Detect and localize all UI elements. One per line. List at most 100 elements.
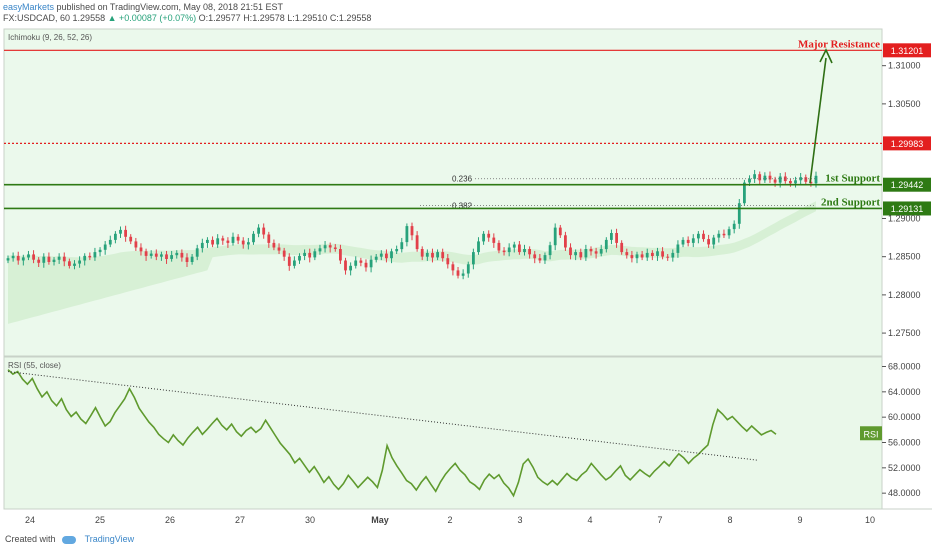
candle-body xyxy=(211,239,214,245)
symbol-ohlc-bar: FX:USDCAD, 60 1.29558 ▲ +0.00087 (+0.07%… xyxy=(3,13,371,24)
y-tick-label: 1.31000 xyxy=(888,61,921,71)
candle-body xyxy=(103,244,107,250)
candle-body xyxy=(656,251,659,256)
candle-body xyxy=(200,242,204,249)
candle-body xyxy=(589,249,593,252)
candle-body xyxy=(395,249,399,252)
candle-body xyxy=(349,265,352,271)
projection-arrow xyxy=(809,57,827,184)
rsi-badge-label: RSI xyxy=(863,429,878,439)
candle-body xyxy=(390,251,393,259)
candle-body xyxy=(497,242,501,251)
fib-label: 0.236 xyxy=(452,175,473,184)
publisher-name[interactable]: easyMarkets xyxy=(3,2,55,12)
candle-body xyxy=(37,259,41,263)
candle-body xyxy=(753,174,756,179)
candle-body xyxy=(216,238,220,245)
candle-body xyxy=(73,263,76,266)
candle-body xyxy=(185,257,189,262)
x-tick-label: 26 xyxy=(165,515,175,525)
candle-body xyxy=(405,226,409,243)
candle-body xyxy=(763,175,767,181)
level-annotation: Major Resistance xyxy=(798,38,880,50)
candle-body xyxy=(124,229,127,237)
candle-body xyxy=(114,233,117,240)
level-price-tag xyxy=(883,43,931,58)
candle-body xyxy=(190,256,194,262)
candle-body xyxy=(451,264,455,271)
candle-body xyxy=(287,256,291,266)
projection-arrowhead xyxy=(819,48,833,64)
rsi-label: RSI (55, close) xyxy=(8,361,61,370)
tradingview-cloud-icon xyxy=(62,535,77,544)
y-tick-label: 1.29000 xyxy=(888,213,921,223)
candle-body xyxy=(717,233,721,238)
candle-body xyxy=(57,256,61,260)
candle-body xyxy=(293,260,296,266)
candle-body xyxy=(108,239,112,245)
tradingview-logo[interactable]: TradingView xyxy=(84,534,135,544)
candle-body xyxy=(374,256,378,260)
candle-body xyxy=(154,253,158,257)
x-tick-label: May xyxy=(371,515,389,525)
candle-body xyxy=(221,238,225,241)
candle-body xyxy=(272,242,276,248)
candle-body xyxy=(119,229,122,234)
x-tick-label: 7 xyxy=(657,515,662,525)
candle-body xyxy=(461,273,465,276)
candle-body xyxy=(804,177,808,182)
rsi-line xyxy=(7,369,777,498)
candle-body xyxy=(477,241,480,253)
x-tick-label: 3 xyxy=(517,515,522,525)
candle-body xyxy=(528,249,531,255)
candle-body xyxy=(344,260,347,271)
candle-body xyxy=(748,178,751,183)
candle-body xyxy=(686,239,690,243)
candle-body xyxy=(27,254,30,258)
candle-body xyxy=(129,236,133,242)
candle-body xyxy=(339,249,342,261)
candle-body xyxy=(691,238,695,243)
close-value: C:1.29558 xyxy=(329,13,372,23)
candle-body xyxy=(206,239,209,243)
candle-body xyxy=(241,240,245,245)
candle-body xyxy=(512,244,516,248)
candle-body xyxy=(579,252,583,258)
candle-body xyxy=(160,254,163,257)
candle-body xyxy=(139,247,143,252)
candle-body xyxy=(16,255,20,261)
candle-body xyxy=(681,239,685,245)
y-tick-label: 1.30500 xyxy=(888,99,921,109)
rsi-pane xyxy=(3,356,883,510)
candle-body xyxy=(635,254,639,259)
candle-body xyxy=(52,259,56,262)
candle-body xyxy=(11,255,15,259)
candle-body xyxy=(697,233,700,239)
change-arrow-icon: ▲ xyxy=(107,13,117,23)
candle-body xyxy=(773,179,777,183)
y-tick-label: 1.28500 xyxy=(888,252,921,262)
symbol-label: FX:USDCAD, 60 xyxy=(3,13,71,23)
candle-body xyxy=(620,242,624,253)
ichimoku-cloud xyxy=(8,201,816,324)
level-price-label: 1.31201 xyxy=(891,46,924,56)
candle-body xyxy=(195,248,199,257)
y-tick-label: 1.27500 xyxy=(888,328,921,338)
candle-body xyxy=(410,226,414,236)
candle-body xyxy=(712,237,716,245)
candle-body xyxy=(671,252,675,258)
candle-body xyxy=(604,239,608,250)
candle-body xyxy=(814,175,818,184)
candle-body xyxy=(615,233,618,243)
candle-body xyxy=(303,252,306,256)
candle-body xyxy=(625,252,629,256)
candle-body xyxy=(436,252,439,258)
x-tick-label: 8 xyxy=(727,515,732,525)
candle-body xyxy=(21,257,25,261)
candle-body xyxy=(62,256,66,262)
candle-body xyxy=(538,258,542,261)
candle-body xyxy=(6,258,10,261)
candle-body xyxy=(564,235,567,248)
candle-body xyxy=(487,233,491,238)
